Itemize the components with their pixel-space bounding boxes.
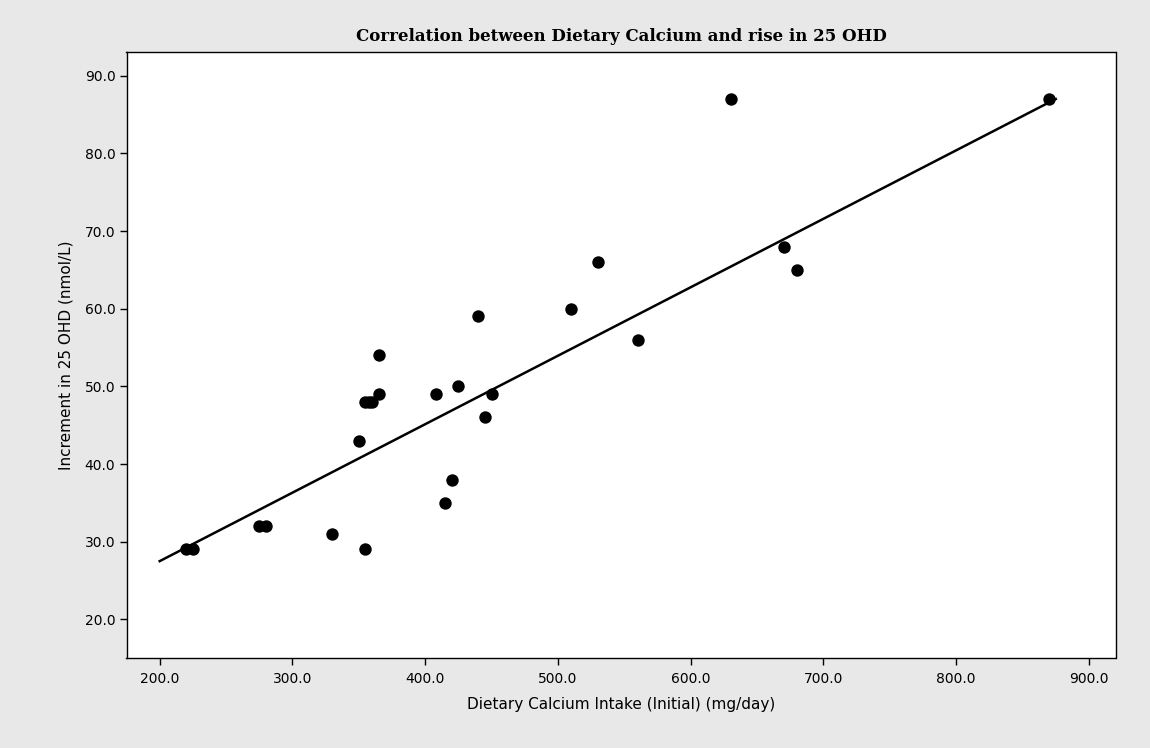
Point bbox=[562, 303, 581, 315]
Point bbox=[369, 388, 388, 400]
Point bbox=[721, 93, 739, 105]
Point bbox=[256, 520, 275, 532]
Point bbox=[450, 381, 468, 393]
Y-axis label: Increment in 25 OHD (nmol/L): Increment in 25 OHD (nmol/L) bbox=[59, 241, 74, 470]
Point bbox=[469, 310, 488, 322]
Point bbox=[184, 544, 202, 556]
Title: Correlation between Dietary Calcium and rise in 25 OHD: Correlation between Dietary Calcium and … bbox=[355, 28, 887, 45]
Point bbox=[356, 544, 375, 556]
Point bbox=[356, 396, 375, 408]
Point bbox=[369, 349, 388, 361]
Point bbox=[177, 544, 196, 556]
Point bbox=[476, 411, 494, 423]
Point bbox=[350, 435, 368, 447]
Point bbox=[443, 473, 461, 485]
Point bbox=[360, 396, 378, 408]
Point bbox=[1040, 93, 1058, 105]
Point bbox=[436, 497, 454, 509]
Point bbox=[427, 388, 445, 400]
Point bbox=[788, 264, 806, 276]
Point bbox=[363, 396, 382, 408]
Point bbox=[628, 334, 646, 346]
Point bbox=[323, 528, 342, 540]
Point bbox=[482, 388, 500, 400]
Point bbox=[774, 241, 792, 253]
Point bbox=[250, 520, 268, 532]
X-axis label: Dietary Calcium Intake (Initial) (mg/day): Dietary Calcium Intake (Initial) (mg/day… bbox=[467, 697, 775, 712]
Point bbox=[589, 256, 607, 268]
